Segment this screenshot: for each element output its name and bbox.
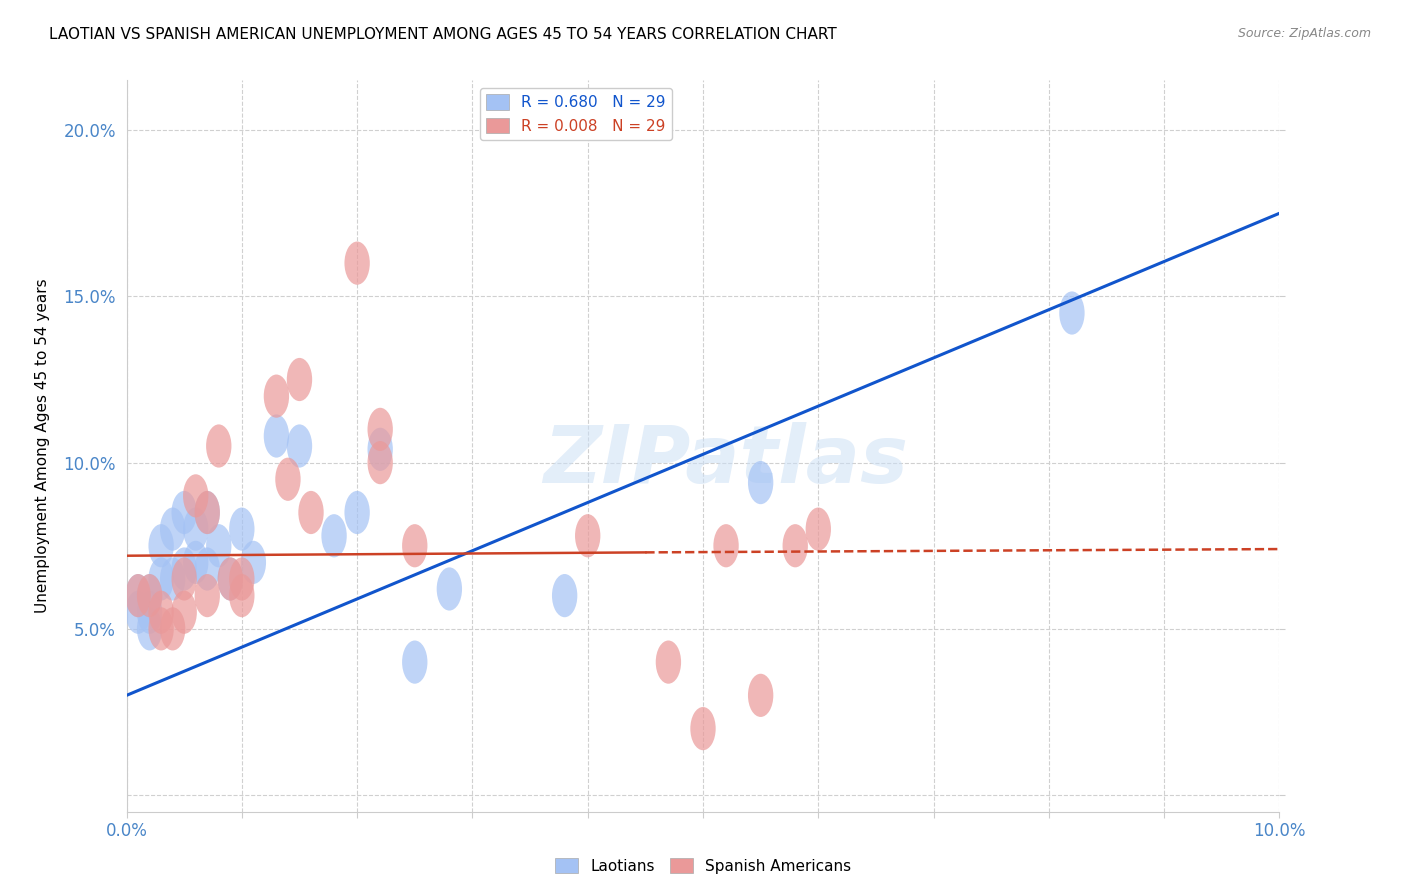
Ellipse shape bbox=[655, 640, 681, 683]
Ellipse shape bbox=[194, 574, 219, 617]
Y-axis label: Unemployment Among Ages 45 to 54 years: Unemployment Among Ages 45 to 54 years bbox=[35, 278, 49, 614]
Ellipse shape bbox=[136, 591, 162, 634]
Ellipse shape bbox=[149, 607, 174, 650]
Ellipse shape bbox=[125, 574, 150, 617]
Ellipse shape bbox=[264, 415, 290, 458]
Ellipse shape bbox=[136, 574, 162, 617]
Ellipse shape bbox=[183, 508, 208, 550]
Ellipse shape bbox=[183, 541, 208, 584]
Ellipse shape bbox=[1059, 292, 1084, 334]
Ellipse shape bbox=[183, 475, 208, 517]
Ellipse shape bbox=[125, 574, 150, 617]
Text: Source: ZipAtlas.com: Source: ZipAtlas.com bbox=[1237, 27, 1371, 40]
Ellipse shape bbox=[402, 640, 427, 683]
Ellipse shape bbox=[194, 548, 219, 591]
Ellipse shape bbox=[367, 427, 392, 471]
Ellipse shape bbox=[229, 558, 254, 600]
Ellipse shape bbox=[229, 508, 254, 550]
Ellipse shape bbox=[149, 591, 174, 634]
Ellipse shape bbox=[229, 574, 254, 617]
Ellipse shape bbox=[264, 375, 290, 417]
Ellipse shape bbox=[172, 591, 197, 634]
Ellipse shape bbox=[218, 558, 243, 600]
Text: ZIPatlas: ZIPatlas bbox=[544, 422, 908, 500]
Ellipse shape bbox=[194, 491, 219, 534]
Ellipse shape bbox=[367, 441, 392, 484]
Ellipse shape bbox=[344, 491, 370, 534]
Ellipse shape bbox=[287, 425, 312, 467]
Ellipse shape bbox=[136, 574, 162, 617]
Ellipse shape bbox=[160, 558, 186, 600]
Ellipse shape bbox=[806, 508, 831, 550]
Ellipse shape bbox=[298, 491, 323, 534]
Ellipse shape bbox=[322, 514, 347, 558]
Ellipse shape bbox=[575, 514, 600, 558]
Ellipse shape bbox=[160, 607, 186, 650]
Ellipse shape bbox=[748, 461, 773, 504]
Ellipse shape bbox=[149, 524, 174, 567]
Ellipse shape bbox=[172, 548, 197, 591]
Ellipse shape bbox=[240, 541, 266, 584]
Ellipse shape bbox=[367, 408, 392, 451]
Ellipse shape bbox=[136, 607, 162, 650]
Ellipse shape bbox=[690, 707, 716, 750]
Ellipse shape bbox=[207, 524, 232, 567]
Ellipse shape bbox=[344, 242, 370, 285]
Text: LAOTIAN VS SPANISH AMERICAN UNEMPLOYMENT AMONG AGES 45 TO 54 YEARS CORRELATION C: LAOTIAN VS SPANISH AMERICAN UNEMPLOYMENT… bbox=[49, 27, 837, 42]
Ellipse shape bbox=[276, 458, 301, 500]
Ellipse shape bbox=[172, 558, 197, 600]
Ellipse shape bbox=[194, 491, 219, 534]
Legend: Laotians, Spanish Americans: Laotians, Spanish Americans bbox=[548, 852, 858, 880]
Ellipse shape bbox=[713, 524, 738, 567]
Ellipse shape bbox=[172, 491, 197, 534]
Ellipse shape bbox=[160, 508, 186, 550]
Ellipse shape bbox=[553, 574, 578, 617]
Ellipse shape bbox=[207, 425, 232, 467]
Ellipse shape bbox=[783, 524, 808, 567]
Legend: R = 0.680   N = 29, R = 0.008   N = 29: R = 0.680 N = 29, R = 0.008 N = 29 bbox=[479, 88, 672, 140]
Ellipse shape bbox=[748, 673, 773, 717]
Ellipse shape bbox=[125, 591, 150, 634]
Ellipse shape bbox=[218, 558, 243, 600]
Ellipse shape bbox=[437, 567, 463, 610]
Ellipse shape bbox=[149, 558, 174, 600]
Ellipse shape bbox=[402, 524, 427, 567]
Ellipse shape bbox=[287, 358, 312, 401]
